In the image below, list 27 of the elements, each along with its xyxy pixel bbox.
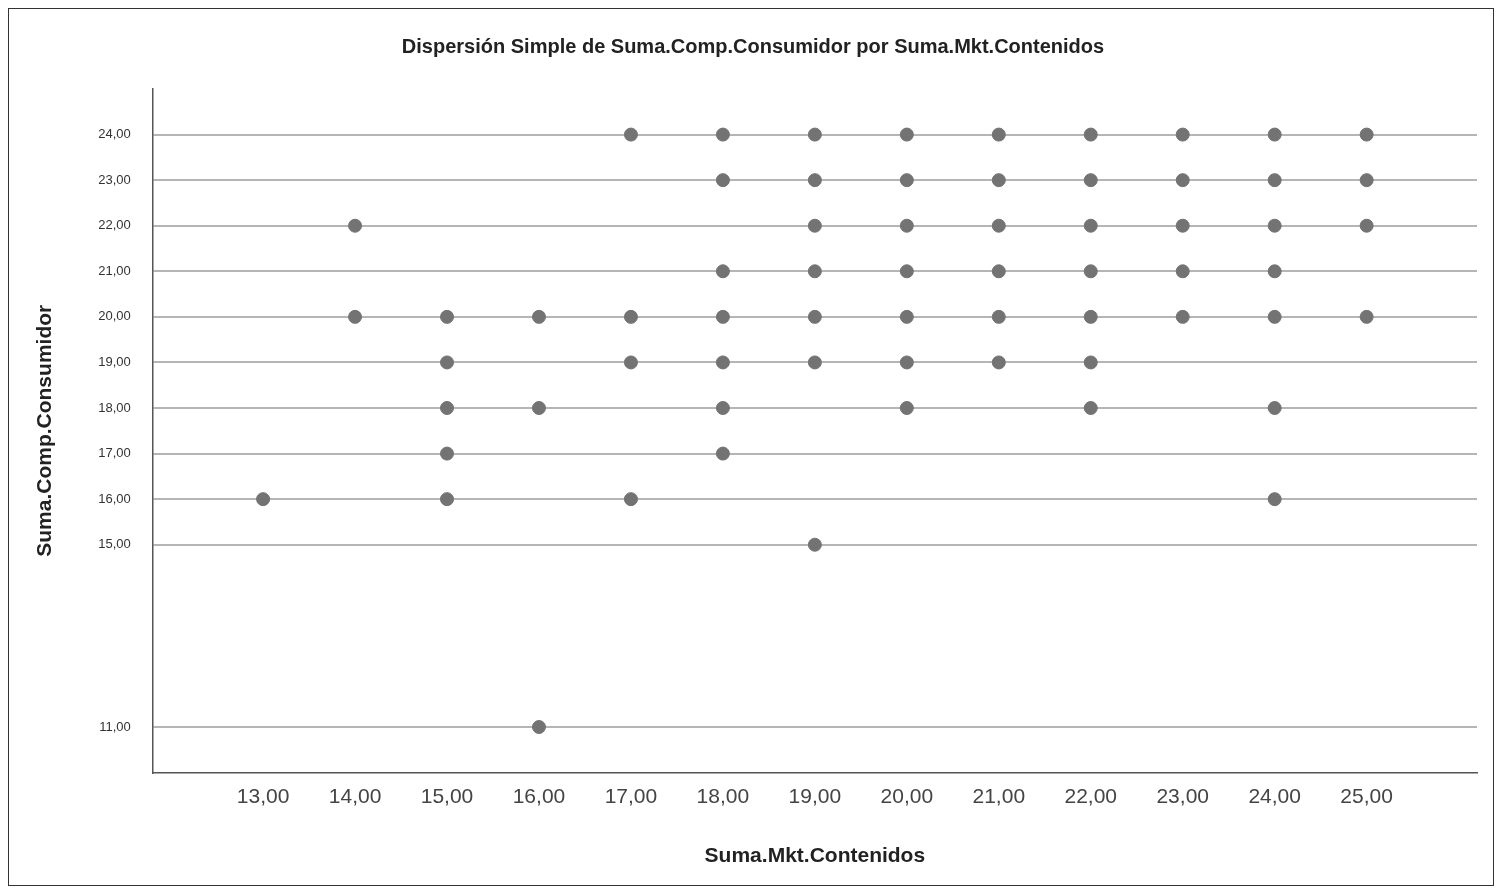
x-axis-title: Suma.Mkt.Contenidos	[704, 843, 926, 867]
x-tick-label: 23,00	[1156, 784, 1209, 807]
x-tick-label: 21,00	[972, 784, 1026, 807]
x-tick-label: 19,00	[788, 784, 842, 807]
y-tick-label: 11,00	[99, 718, 131, 734]
chart-title: Dispersión Simple de Suma.Comp.Consumidor por Suma.Mkt.Contenidos	[401, 34, 1105, 57]
x-tick-label: 13,00	[236, 784, 290, 807]
x-tick-label: 22,00	[1064, 784, 1118, 807]
y-axis-title: Suma.Comp.Consumidor	[32, 304, 56, 557]
y-tick-label: 20,00	[98, 308, 131, 324]
x-tick-label: 17,00	[604, 784, 658, 807]
x-tick-label: 20,00	[880, 784, 934, 807]
y-tick-label: 16,00	[98, 490, 131, 506]
x-tick-label: 24,00	[1248, 784, 1301, 807]
x-tick-label: 18,00	[696, 784, 750, 807]
y-tick-label: 24,00	[98, 126, 131, 142]
y-tick-label: 15,00	[98, 536, 131, 552]
x-tick-label: 25,00	[1340, 784, 1393, 807]
y-tick-label: 23,00	[98, 171, 131, 187]
x-tick-label: 16,00	[512, 784, 566, 807]
x-tick-label: 14,00	[328, 784, 382, 807]
x-tick-label: 15,00	[420, 784, 474, 807]
y-tick-label: 17,00	[98, 445, 131, 461]
y-tick-label: 19,00	[98, 354, 131, 370]
y-tick-label: 18,00	[98, 399, 131, 415]
y-tick-label: 21,00	[98, 262, 131, 278]
y-tick-label: 22,00	[98, 217, 131, 233]
